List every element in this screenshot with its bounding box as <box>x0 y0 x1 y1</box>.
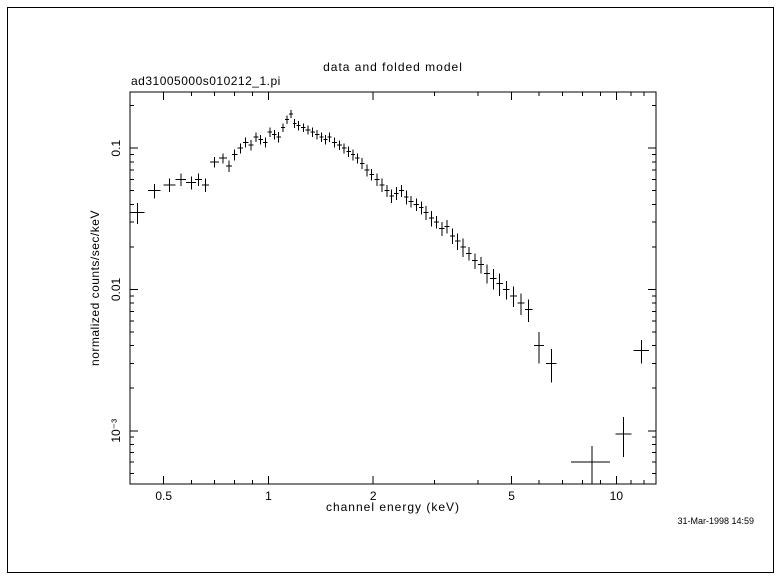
timestamp: 31-Mar-1998 14:59 <box>677 516 754 526</box>
chart-title: data and folded model <box>323 60 463 74</box>
y-axis-label: normalized counts/sec/keV <box>88 210 102 366</box>
x-tick-label: 2 <box>370 489 377 503</box>
y-tick-label: 0.1 <box>109 140 123 157</box>
x-tick-label: 10 <box>610 489 624 503</box>
x-tick-label: 1 <box>265 489 272 503</box>
chart-filename: ad31005000s010212_1.pi <box>131 74 281 88</box>
plot-frame <box>129 91 657 485</box>
x-tick-label: 0.5 <box>155 489 172 503</box>
x-axis-label: channel energy (keV) <box>325 500 461 514</box>
y-tick-label: 10⁻³ <box>109 419 123 443</box>
y-tick-label: 0.01 <box>109 277 123 301</box>
plot-lines <box>130 92 656 484</box>
x-tick-label: 5 <box>508 489 515 503</box>
window-border <box>7 7 774 573</box>
